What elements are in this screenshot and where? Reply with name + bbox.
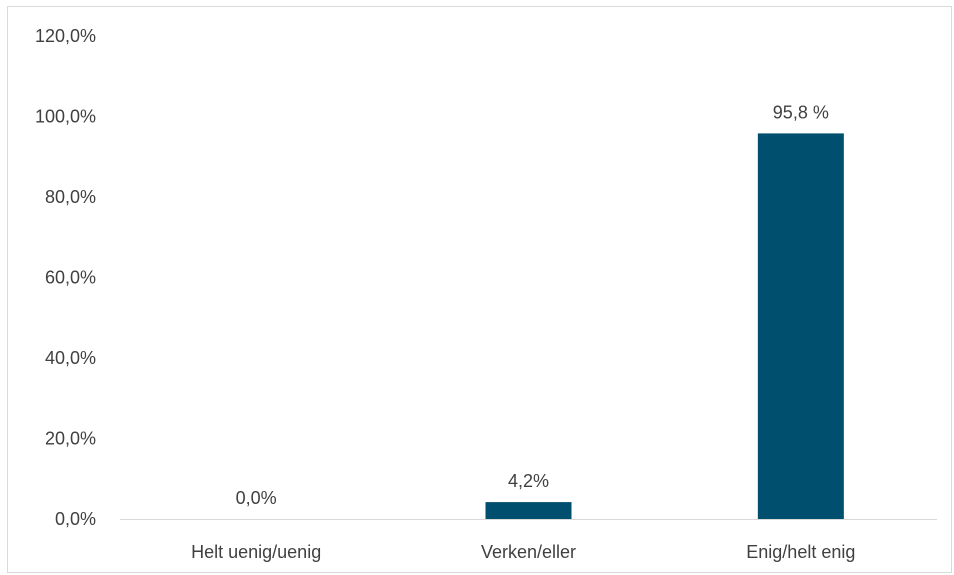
category-labels: Helt uenig/uenig Verken/eller Enig/helt en… (191, 542, 855, 562)
y-tick-label: 80,0% (45, 187, 96, 207)
data-label: 4,2% (508, 471, 549, 491)
y-tick-label: 60,0% (45, 268, 96, 288)
y-tick-label: 40,0% (45, 348, 96, 368)
x-category-label: Helt uenig/uenig (191, 542, 321, 562)
y-tick-label: 100,0% (35, 107, 96, 127)
data-label: 95,8 % (773, 102, 829, 122)
y-axis-ticks: 0,0% 20,0% 40,0% 60,0% 80,0% 100,0% 120,0% (35, 26, 96, 529)
data-labels: 0,0% 4,2% 95,8 % (236, 102, 829, 508)
y-tick-label: 0,0% (55, 509, 96, 529)
data-label: 0,0% (236, 488, 277, 508)
bar (485, 502, 572, 519)
x-category-label: Enig/helt enig (746, 542, 855, 562)
y-tick-label: 20,0% (45, 429, 96, 449)
x-category-label: Verken/eller (481, 542, 576, 562)
bars (485, 133, 844, 519)
y-tick-label: 120,0% (35, 26, 96, 46)
bar (757, 133, 844, 519)
